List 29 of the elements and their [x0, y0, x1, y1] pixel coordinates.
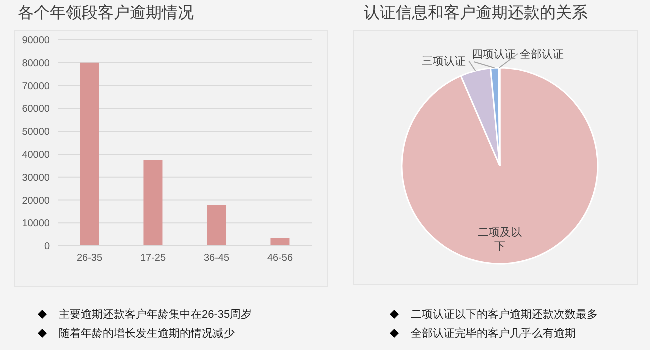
text: 二项认证以下的客户逾期还款次数最多 — [411, 308, 598, 322]
bar — [207, 205, 226, 246]
x-tick-label: 36-45 — [204, 253, 230, 264]
y-tick-label: 10000 — [22, 218, 50, 230]
text: 全部认证完毕的客户几乎么有逾期 — [411, 326, 576, 341]
bar — [144, 160, 163, 246]
y-tick-label: 80000 — [22, 58, 50, 70]
x-tick-label: 17-25 — [140, 253, 166, 264]
chart-title: 认证信息和客户逾期还款的关系 — [364, 4, 588, 24]
text: 随着年龄的增长发生逾期的情况减少 — [59, 326, 235, 341]
text: 主要逾期还款客户年龄集中在26-35周岁 — [59, 308, 252, 322]
y-tick-label: 90000 — [22, 36, 50, 47]
y-tick-label: 50000 — [22, 127, 50, 138]
slice-label: 三项认证 — [422, 56, 466, 68]
y-tick-label: 60000 — [22, 104, 50, 116]
x-tick-label: 46-56 — [267, 253, 294, 264]
bar — [80, 62, 100, 246]
y-tick-label: 70000 — [22, 81, 50, 92]
bar — [270, 238, 290, 246]
y-tick-label: 20000 — [22, 196, 50, 207]
y-tick-label: 0 — [44, 242, 50, 253]
pie-slice — [401, 67, 599, 265]
slice-label: 全部认证 — [520, 48, 564, 61]
y-tick-label: 30000 — [22, 172, 50, 184]
chart-title: 各个年领段客户逾期情况 — [18, 4, 194, 24]
slice-label: 二项及以下 — [478, 226, 522, 253]
slice-label: 四项认证 — [472, 49, 516, 61]
x-tick-label: 26-35 — [76, 253, 103, 264]
y-tick-label: 40000 — [22, 150, 50, 161]
